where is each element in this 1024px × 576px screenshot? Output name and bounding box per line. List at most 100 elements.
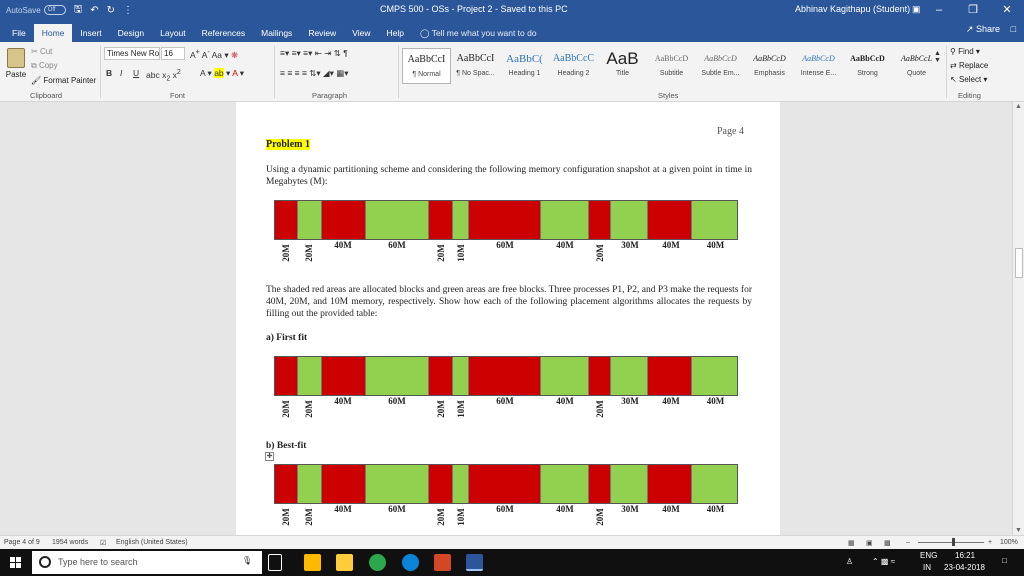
font-size-controls[interactable]: A+ A- Aa ▾ ❋	[190, 48, 239, 60]
select-button[interactable]: ↖ Select ▾	[950, 75, 988, 84]
table-move-handle-icon[interactable]: ✚	[265, 452, 274, 461]
chrome-icon[interactable]	[369, 554, 386, 571]
zoom-level[interactable]: 100%	[1000, 539, 1018, 546]
tab-home[interactable]: Home	[33, 24, 73, 42]
share-button[interactable]: ↗ Share	[965, 24, 1000, 34]
tell-me-search[interactable]: ◯ Tell me what you want to do	[419, 28, 537, 38]
tab-help[interactable]: Help	[386, 28, 404, 38]
zoom-in-icon[interactable]: +	[988, 539, 993, 546]
zoom-slider-thumb[interactable]	[952, 538, 955, 546]
style-strong[interactable]: AaBbCcD Strong	[843, 48, 892, 84]
replace-button[interactable]: ⇄ Replace	[950, 61, 989, 70]
tab-view[interactable]: View	[352, 28, 371, 38]
scrollbar-thumb[interactable]	[1015, 248, 1023, 278]
style-name: Heading 2	[557, 70, 590, 77]
style-subtitle[interactable]: AaBbCcD Subtitle	[647, 48, 696, 84]
italic-button[interactable]: I	[120, 68, 123, 78]
minimize-icon[interactable]: –	[935, 4, 943, 16]
notifications-icon[interactable]: □	[1002, 556, 1007, 565]
people-icon[interactable]: ♙	[846, 557, 854, 566]
cut-button[interactable]: ✂ Cut	[31, 47, 53, 56]
tab-references[interactable]: References	[201, 28, 246, 38]
proofing-icon[interactable]: ☑	[100, 540, 107, 547]
style-subtle-emphasis[interactable]: AaBbCcD Subtle Em...	[696, 48, 745, 84]
font-color-buttons[interactable]: A ▾ ab ▾ A ▾	[200, 68, 245, 78]
ribbon-display-options-icon[interactable]: ▣	[912, 4, 921, 14]
tab-design[interactable]: Design	[117, 28, 145, 38]
input-language-region[interactable]: IN	[923, 563, 931, 572]
free-block	[297, 357, 322, 395]
problem-heading: Problem 1	[266, 139, 310, 150]
list-buttons[interactable]: ≡▾ ≡▾ ≡▾ ⇤ ⇥ ⇅ ¶	[280, 48, 348, 58]
style-name: Heading 1	[508, 70, 541, 77]
undo-icon[interactable]: ↶	[90, 4, 99, 16]
scroll-up-icon[interactable]: ▲	[1015, 103, 1022, 110]
style-intense-emphasis[interactable]: AaBbCcD Intense E...	[794, 48, 843, 84]
autosave-control[interactable]: AutoSave Off	[6, 5, 66, 15]
font-family-select[interactable]: Times New Ro	[104, 47, 160, 60]
find-button[interactable]: ⚲ Find ▾	[950, 47, 980, 56]
print-layout-icon[interactable]: ▣	[866, 540, 873, 547]
block-size-label: 40M	[662, 240, 680, 250]
style-title[interactable]: AaB Title	[598, 48, 647, 84]
customize-toolbar-icon[interactable]: ⋮	[123, 4, 134, 16]
windows-start-icon[interactable]	[0, 549, 32, 576]
bold-button[interactable]: B	[106, 68, 113, 78]
tab-insert[interactable]: Insert	[80, 28, 102, 38]
powerpoint-icon[interactable]	[434, 554, 451, 571]
text-effects-buttons[interactable]: abc x2 x2	[146, 68, 181, 83]
tab-layout[interactable]: Layout	[160, 28, 186, 38]
block-size-label: 40M	[556, 240, 574, 250]
save-icon[interactable]: 🖫	[73, 3, 83, 15]
zoom-slider[interactable]	[918, 542, 984, 543]
microphone-icon[interactable]: 🎙	[242, 556, 253, 565]
vertical-scrollbar[interactable]: ▲ ▼	[1012, 102, 1024, 535]
web-layout-icon[interactable]: ▩	[884, 540, 891, 547]
style-normal[interactable]: AaBbCcI ¶ Normal	[402, 48, 451, 84]
paste-button[interactable]: Paste	[4, 48, 28, 79]
style-quote[interactable]: AaBbCcL Quote	[892, 48, 941, 84]
font-size-select[interactable]: 16	[161, 47, 185, 60]
close-icon[interactable]: ✕	[1002, 4, 1012, 16]
block-size-label: 60M	[388, 504, 406, 514]
input-language[interactable]: ENG	[920, 551, 938, 560]
underline-button[interactable]: U	[133, 68, 140, 78]
alignment-buttons[interactable]: ≡ ≡ ≡ ≡ ⇅▾ ◢▾ ▦▾	[280, 68, 349, 78]
read-mode-icon[interactable]: ▦	[848, 540, 855, 547]
styles-scroll-icon[interactable]: ▲ ▼	[934, 50, 941, 64]
tab-file[interactable]: File	[12, 28, 26, 38]
redo-icon[interactable]: ↻	[106, 4, 116, 16]
style-name: Emphasis	[754, 70, 785, 77]
zoom-out-icon[interactable]: –	[906, 539, 910, 546]
clock-date[interactable]: 23-04-2018	[944, 563, 985, 572]
block-size-label: 20M	[304, 244, 314, 262]
task-view-icon[interactable]	[268, 554, 282, 571]
user-name[interactable]: Abhinav Kagithapu (Student)	[795, 4, 911, 14]
format-painter-button[interactable]: 🖌 Format Painter	[31, 76, 97, 85]
clock-time[interactable]: 16:21	[955, 551, 976, 560]
style-heading-1[interactable]: AaBbC(Heading 1	[500, 48, 549, 84]
taskbar-search-box[interactable]: Type here to search	[32, 551, 262, 574]
style-heading-2[interactable]: AaBbCcC Heading 2	[549, 48, 598, 84]
document-page[interactable]: Page 4 Problem 1 Using a dynamic partiti…	[236, 102, 780, 535]
comments-icon[interactable]: □	[1010, 24, 1016, 34]
tray-icons[interactable]: ⌃ ▩ ≈	[872, 557, 896, 566]
allocated-block	[429, 357, 454, 395]
page-count[interactable]: Page 4 of 9	[4, 539, 40, 546]
tab-review[interactable]: Review	[308, 28, 337, 38]
edge-icon[interactable]	[402, 554, 419, 571]
taskbar-search-placeholder: Type here to search	[58, 557, 138, 567]
tab-mailings[interactable]: Mailings	[261, 28, 293, 38]
file-explorer-icon[interactable]	[304, 554, 321, 571]
scroll-down-icon[interactable]: ▼	[1015, 527, 1022, 534]
style-no-spacing[interactable]: AaBbCcI ¶ No Spac...	[451, 48, 500, 84]
document-canvas[interactable]: Page 4 Problem 1 Using a dynamic partiti…	[0, 102, 1012, 535]
word-count[interactable]: 1954 words	[52, 539, 89, 546]
autosave-toggle[interactable]: Off	[43, 5, 66, 15]
word-icon[interactable]	[466, 554, 483, 571]
copy-button[interactable]: ⧉ Copy	[31, 61, 58, 70]
language-status[interactable]: English (United States)	[116, 539, 188, 546]
restore-icon[interactable]: ❐	[968, 4, 978, 16]
store-icon[interactable]	[336, 554, 353, 571]
style-emphasis[interactable]: AaBbCcD Emphasis	[745, 48, 794, 84]
